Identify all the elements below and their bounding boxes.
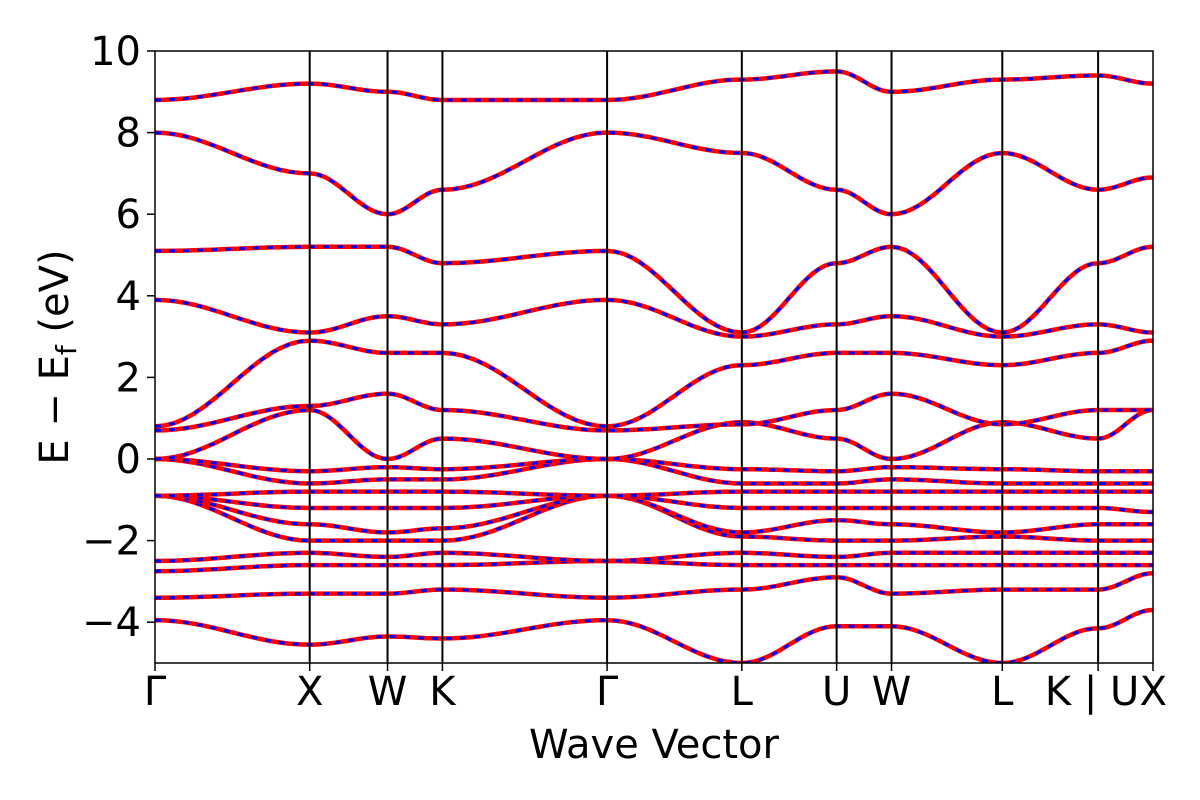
x-tick-label: U: [822, 669, 851, 715]
x-tick-label: X: [1140, 669, 1167, 715]
y-tick-label: 2: [116, 355, 141, 401]
x-tick-label: K | U: [1045, 669, 1139, 715]
x-tick-label: L: [731, 669, 754, 715]
band-line-dashed: [155, 494, 1153, 534]
band-line-dashed: [155, 571, 1153, 600]
x-tick-label: K: [429, 669, 457, 715]
y-tick-label: −2: [82, 519, 141, 565]
y-tick-label: 4: [116, 274, 141, 320]
y-tick-label: 10: [90, 29, 141, 75]
x-tick-label: X: [296, 669, 323, 715]
y-tick-label: 6: [116, 192, 141, 238]
band-line-dashed: [155, 408, 1153, 461]
x-axis-title: Wave Vector: [529, 722, 780, 768]
band-line-dashed: [155, 298, 1153, 339]
y-axis: −4 −2 0 2 4 6 8 10: [82, 29, 155, 646]
x-tick-label: W: [368, 669, 408, 715]
high-symmetry-lines: [308, 51, 1100, 663]
band-line-dashed: [155, 392, 1153, 432]
y-tick-label: 8: [116, 111, 141, 157]
y-axis-title-main: E − E: [32, 355, 78, 465]
y-tick-label: −4: [82, 600, 141, 646]
plot-frame: [154, 50, 1154, 664]
y-axis-title-unit: (eV): [32, 249, 78, 345]
band-line-solid: [155, 607, 1153, 663]
y-tick-label: 0: [116, 437, 141, 483]
x-tick-label: Γ: [144, 669, 167, 715]
x-tick-label: L: [991, 669, 1014, 715]
y-axis-title: E − Ef (eV): [32, 249, 83, 464]
band-line-dashed: [155, 494, 1153, 543]
x-tick-label: W: [872, 669, 912, 715]
y-axis-title-subscript: f: [50, 344, 83, 355]
x-tick-label: Γ: [596, 669, 619, 715]
